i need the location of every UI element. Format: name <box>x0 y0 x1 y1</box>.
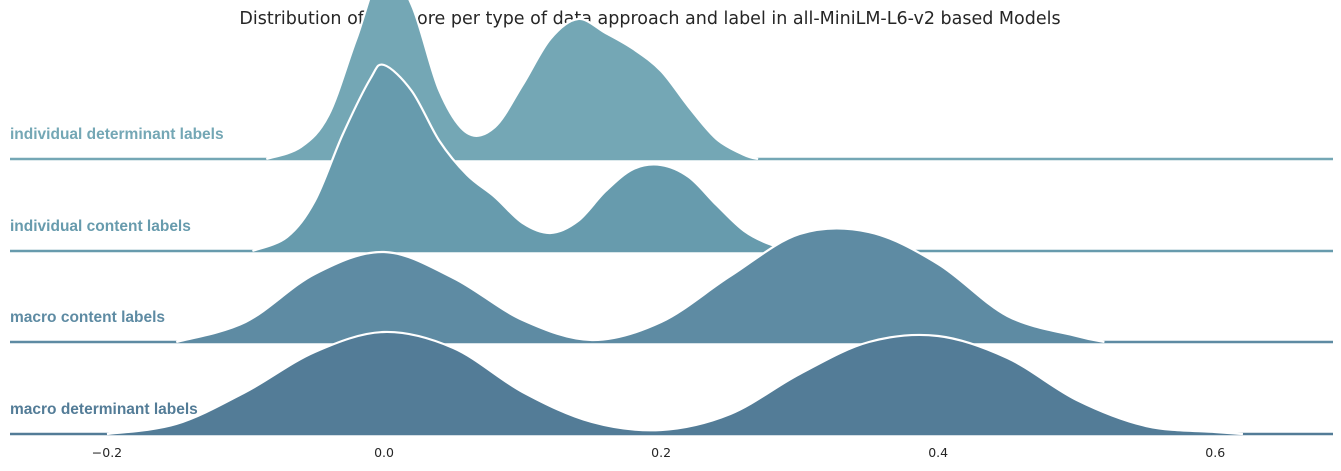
individual-content-labels-label: individual content labels <box>10 218 191 235</box>
individual-determinant-labels-label: individual determinant labels <box>10 126 224 143</box>
x-tick-label: 0.2 <box>651 445 671 460</box>
macro-determinant-labels-label: macro determinant labels <box>10 401 198 418</box>
individual-content-labels-density-area <box>252 64 800 252</box>
macro-content-labels-density-outline <box>175 227 1105 344</box>
x-axis-ticks: −0.2 0.0 0.2 0.4 0.6 <box>92 445 1225 460</box>
x-tick-label: 0.0 <box>374 445 394 460</box>
chart-title: Distribution of F1 Score per type of dat… <box>239 9 1060 29</box>
macro-content-labels-density-area <box>176 228 1105 342</box>
macro-determinant-labels-density-outline <box>106 330 1244 436</box>
macro-determinant-labels-density-area <box>106 331 1243 434</box>
macro-content-labels-label: macro content labels <box>10 309 165 326</box>
individual-content-labels-density-outline <box>252 63 800 253</box>
x-tick-label: 0.4 <box>928 445 948 460</box>
individual-determinant-labels-density-outline <box>265 0 759 161</box>
x-tick-label: 0.6 <box>1205 445 1225 460</box>
ridges-group: individual determinant labels individual … <box>10 0 1333 436</box>
x-tick-label: −0.2 <box>92 445 122 460</box>
